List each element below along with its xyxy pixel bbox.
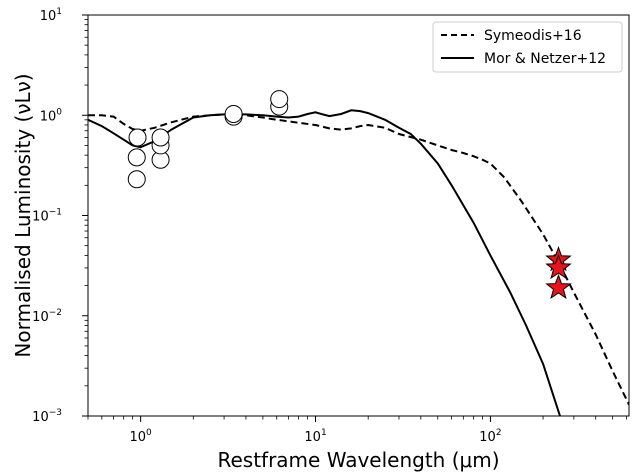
- legend-label-symeodis: Symeodis+16: [484, 28, 582, 44]
- y-tick-label: 100: [40, 107, 63, 124]
- series-lines: [88, 109, 629, 416]
- data-point-circle: [128, 128, 147, 147]
- data-point-circle: [224, 104, 243, 123]
- x-tick-label: 100: [130, 428, 153, 445]
- y-tick-label: 101: [40, 7, 62, 24]
- data-point-star: [545, 273, 572, 300]
- legend-label-mor-netzer: Mor & Netzer+12: [484, 51, 606, 67]
- x-axis-ticks: 100 101 102: [87, 416, 627, 445]
- y-tick-label: 10−3: [32, 408, 62, 425]
- y-tick-label: 10−2: [32, 308, 62, 325]
- x-tick-label: 102: [479, 428, 501, 445]
- data-point-circle: [270, 90, 289, 109]
- legend: Symeodis+16 Mor & Netzer+12: [432, 21, 623, 73]
- series-line-0: [88, 113, 629, 406]
- y-axis-ticks: 101 100 10−1 10−2 10−3: [32, 7, 88, 425]
- data-point-circle: [151, 128, 170, 147]
- plot-frame: [87, 14, 630, 417]
- x-axis-label: Restframe Wavelength (μm): [217, 448, 499, 472]
- y-axis-label: Normalised Luminosity (νLν): [11, 73, 35, 357]
- x-tick-label: 101: [304, 428, 326, 445]
- legend-box: [432, 21, 623, 73]
- data-point-star: [545, 253, 572, 280]
- y-tick-label: 10−1: [32, 208, 62, 225]
- series-markers: [127, 90, 572, 300]
- data-point-circle: [127, 170, 146, 189]
- data-point-circle: [127, 148, 146, 167]
